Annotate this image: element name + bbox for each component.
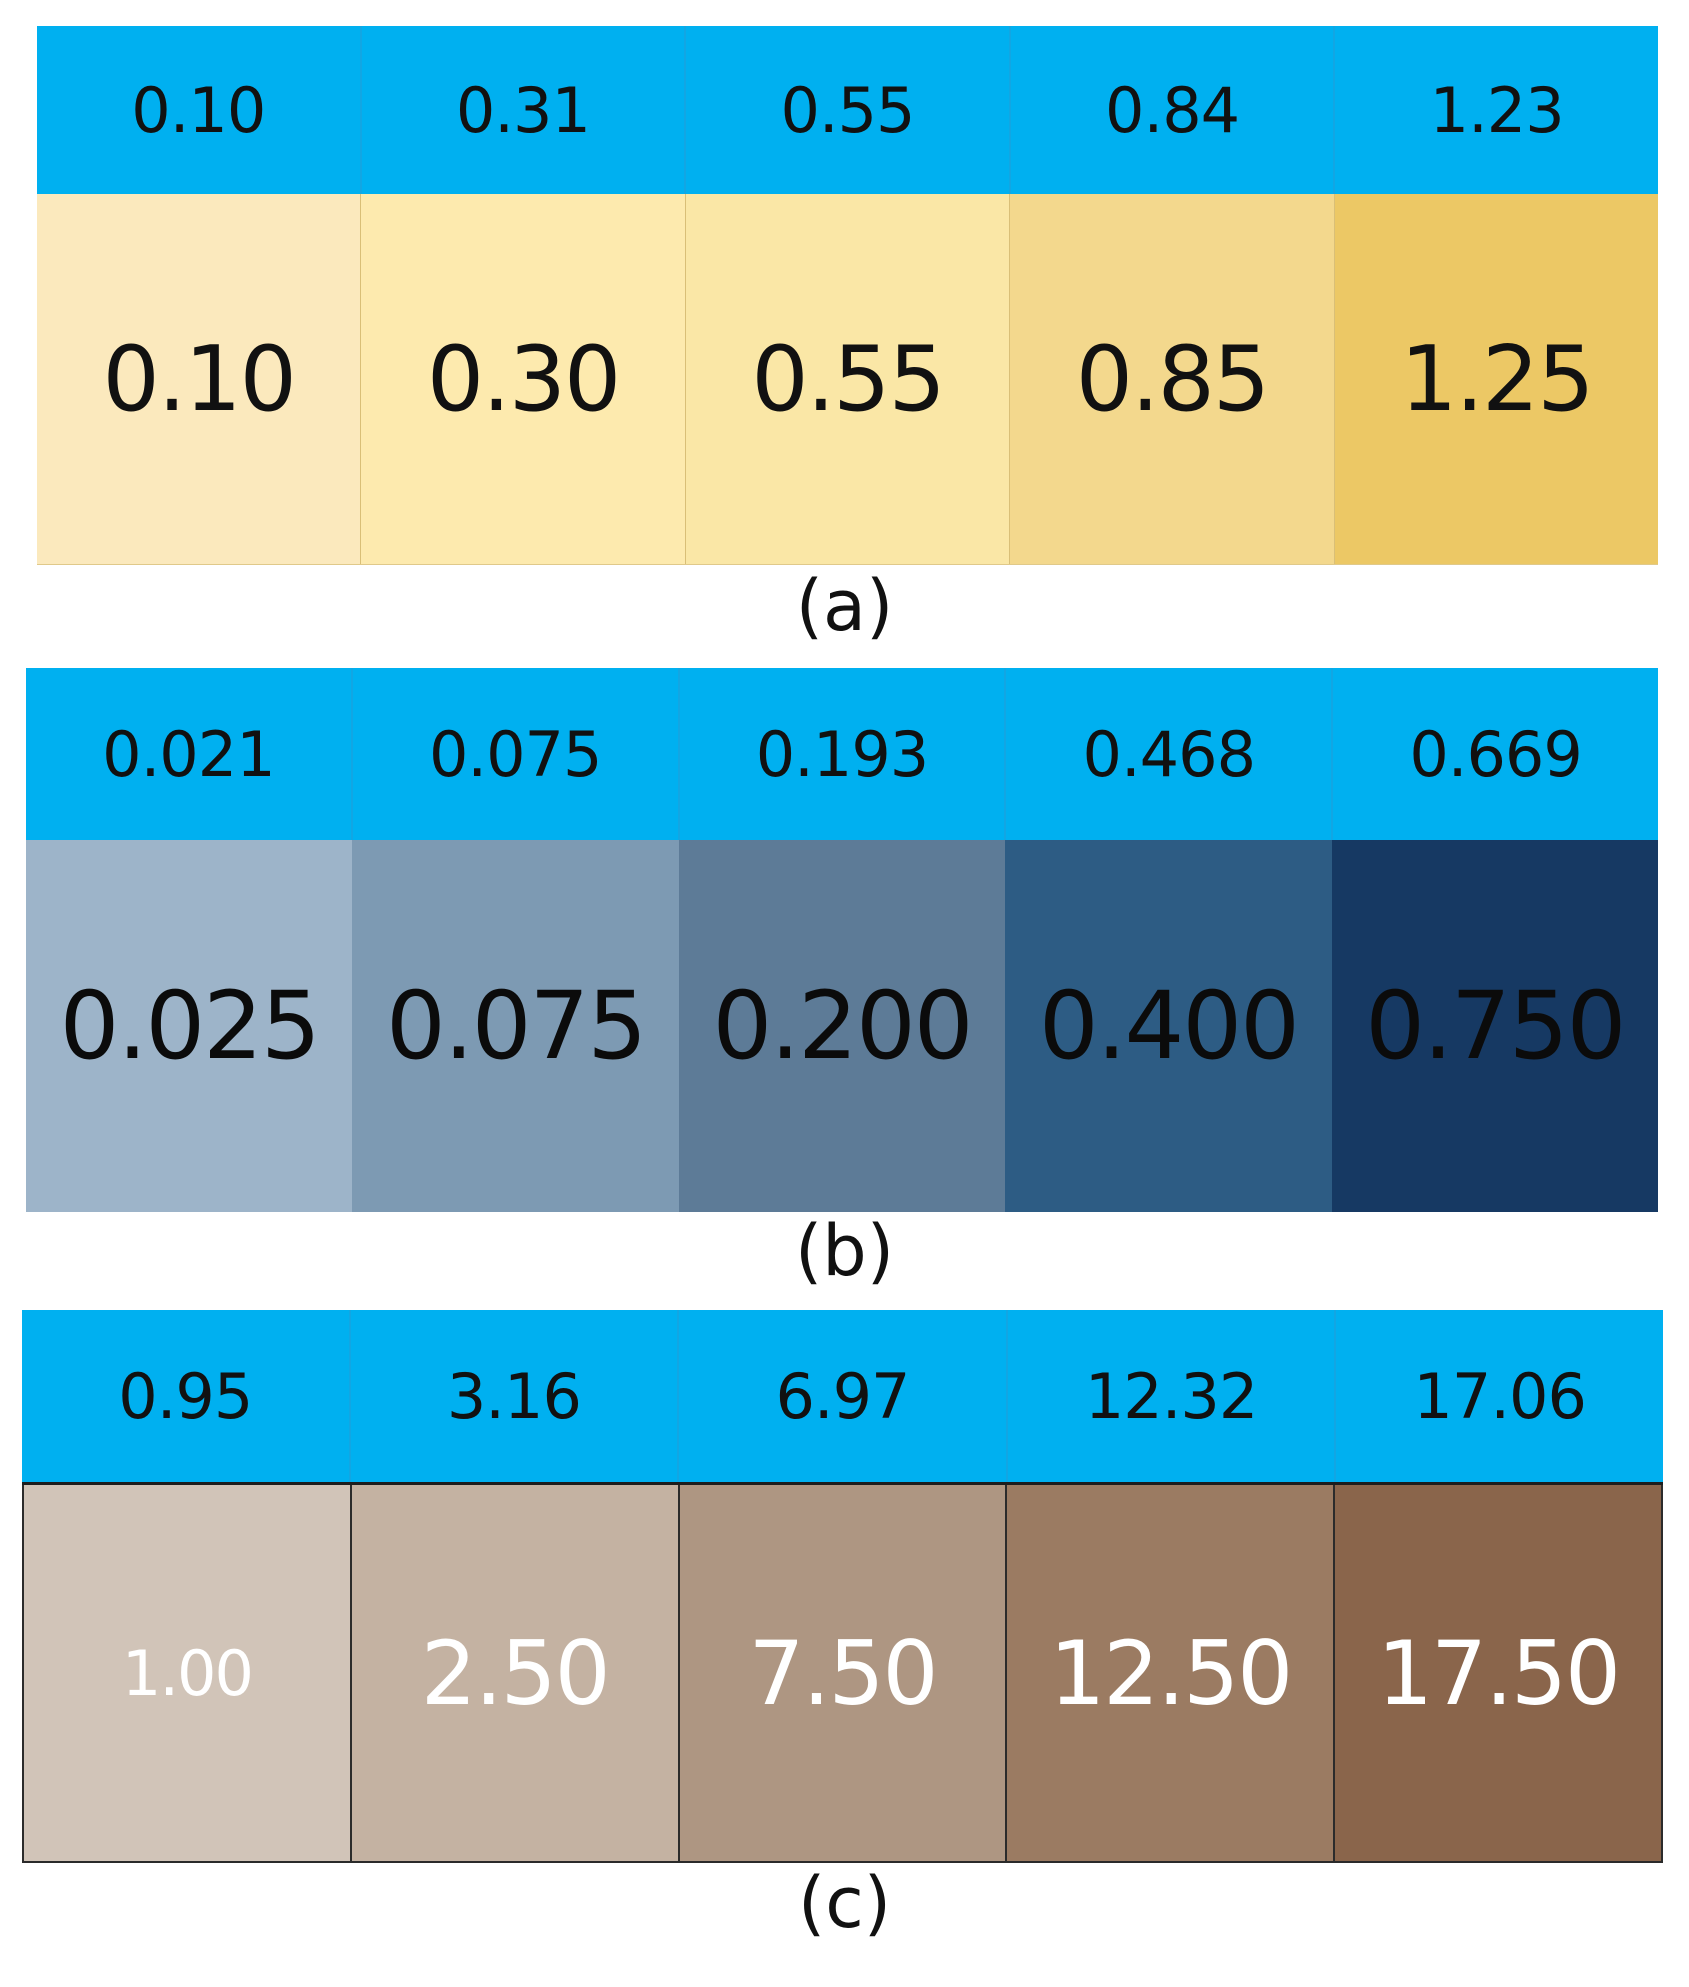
panel-b-header-value: 0.193 [680,668,1007,840]
panel-c-header-row: 0.95 3.16 6.97 12.32 17.06 [22,1310,1663,1482]
panel-b-swatch: 0.200 [678,840,1006,1212]
panel-c-swatch: 1.00 [22,1485,352,1861]
panel-c-header-value: 3.16 [351,1310,680,1482]
panel-b-swatch: 0.400 [1005,840,1332,1212]
panel-a-swatch: 0.55 [685,194,1011,564]
panel-a-swatch: 0.85 [1010,194,1335,564]
panel-b-header-value: 0.468 [1006,668,1334,840]
panel-a-header-value: 0.10 [37,26,362,194]
panel-c-swatch-row: 1.00 2.50 7.50 12.50 17.50 [22,1482,1663,1863]
panel-a-header-value: 0.84 [1011,26,1336,194]
panel-c-caption: (c) [797,1862,892,1944]
panel-a-swatch-row: 0.10 0.30 0.55 0.85 1.25 [37,194,1659,565]
panel-c-swatch: 7.50 [679,1485,1008,1861]
panel-c-header-value: 12.32 [1008,1310,1337,1482]
panel-c-swatch: 17.50 [1335,1485,1663,1861]
panel-b-header-value: 0.075 [353,668,680,840]
panel-c-swatch: 12.50 [1007,1485,1336,1861]
panel-b-swatch-row: 0.025 0.075 0.200 0.400 0.750 [26,840,1659,1212]
panel-b-header-row: 0.021 0.075 0.193 0.468 0.669 [26,668,1658,840]
panel-c: 0.95 3.16 6.97 12.32 17.06 1.00 2.50 7.5… [22,1310,1663,1863]
panel-a-swatch: 0.30 [361,194,686,564]
panel-c-swatch: 2.50 [351,1485,680,1861]
panel-a-header-value: 0.55 [686,26,1011,194]
panel-b-caption: (b) [794,1210,895,1292]
panel-a: 0.10 0.31 0.55 0.84 1.23 0.10 0.30 0.55 … [37,26,1659,565]
panel-c-header-value: 6.97 [679,1310,1008,1482]
panel-c-header-value: 17.06 [1413,1359,1586,1433]
panel-a-header-row: 0.10 0.31 0.55 0.84 1.23 [37,26,1658,194]
panel-b-swatch: 0.025 [26,840,353,1212]
panel-a-header-value: 0.31 [362,26,687,194]
panel-a-header-value: 1.23 [1429,73,1565,147]
panel-b-swatch: 0.750 [1331,840,1659,1212]
panel-c-header-value: 0.95 [22,1310,351,1482]
panel-b-header-value: 0.021 [26,668,353,840]
panel-a-swatch: 1.25 [1334,194,1659,564]
panel-b: 0.021 0.075 0.193 0.468 0.669 0.025 0.07… [26,668,1659,1212]
panel-b-swatch: 0.075 [352,840,679,1212]
panel-a-swatch: 0.10 [37,194,362,564]
panel-b-header-value: 0.669 [1409,717,1582,791]
panel-a-caption: (a) [795,565,894,647]
